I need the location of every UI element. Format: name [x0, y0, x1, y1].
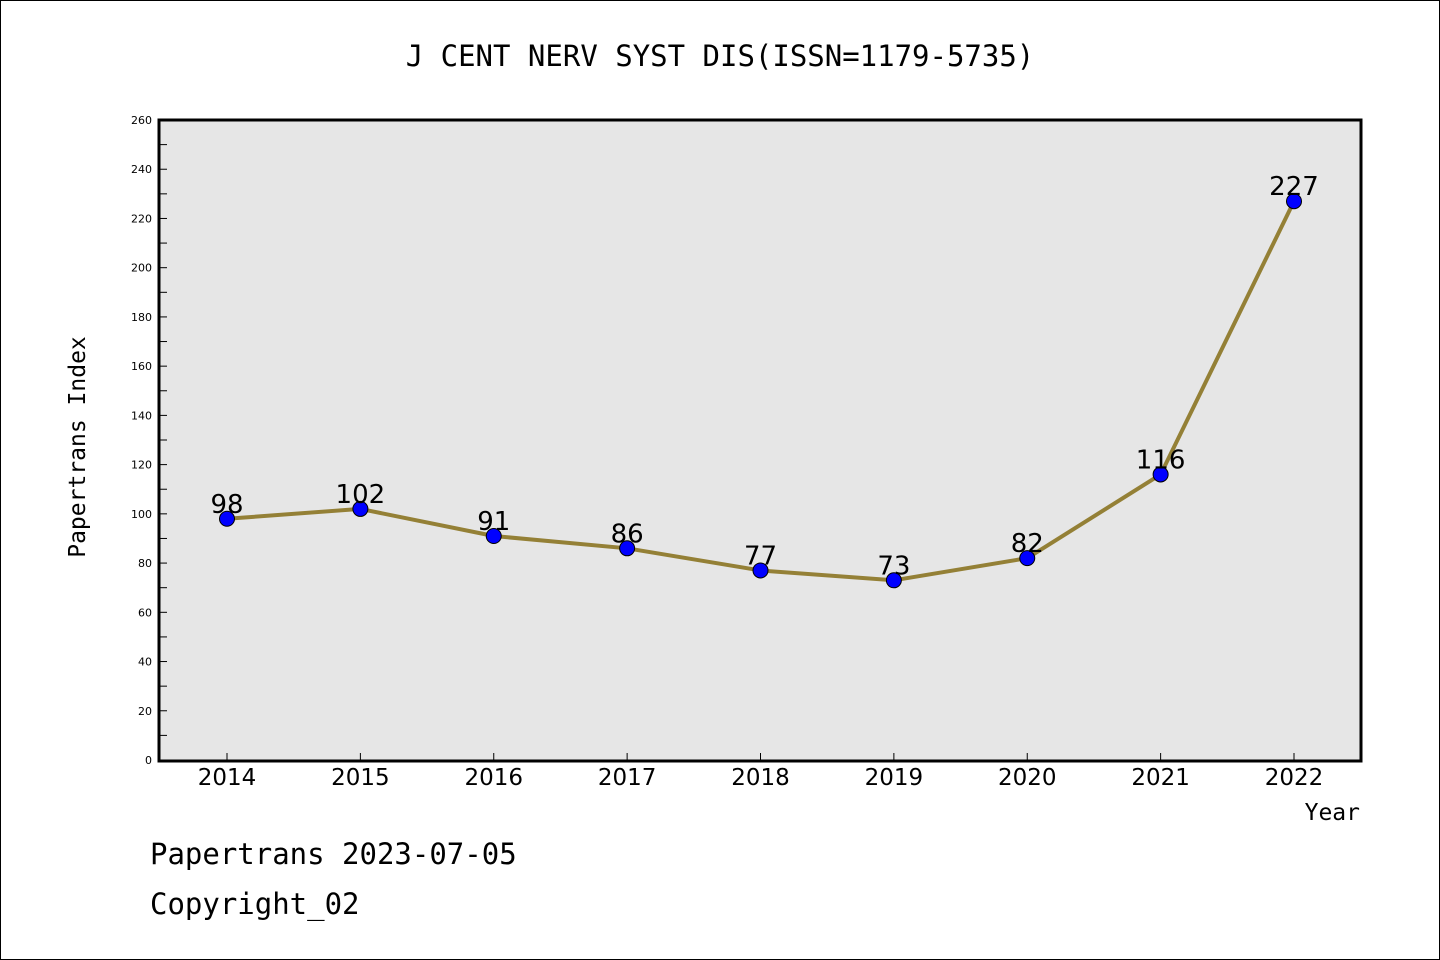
data-label: 227	[1269, 172, 1319, 202]
y-tick-label: 240	[131, 163, 152, 176]
x-tick-label: 2019	[865, 765, 924, 791]
plot-area	[157, 118, 1363, 763]
y-tick-label: 100	[131, 508, 152, 521]
data-point	[219, 510, 235, 527]
data-label: 77	[744, 541, 777, 571]
y-tick-label: 120	[131, 459, 152, 472]
data-label: 102	[336, 480, 386, 510]
y-tick-label: 220	[131, 212, 152, 225]
y-tick-label: 0	[145, 754, 152, 767]
y-tick-label: 180	[131, 311, 152, 324]
data-point	[485, 528, 502, 544]
y-tick-label: 80	[138, 557, 152, 570]
chart-title: J CENT NERV SYST DIS(ISSN=1179-5735)	[406, 39, 1035, 73]
data-labels: 98 102 91 86 77 73 82 116 227	[210, 172, 1318, 581]
y-tick-label: 40	[138, 656, 152, 669]
x-axis: 2014 2015 2016 2017 2018 2019 2020 2021 2022	[198, 753, 1324, 791]
data-point	[1019, 550, 1036, 567]
x-tick-label: 2014	[198, 765, 257, 791]
data-label: 98	[210, 490, 243, 520]
data-point	[1152, 466, 1169, 483]
x-tick-label: 2022	[1265, 765, 1324, 791]
footer-copyright: Copyright_02	[150, 887, 360, 922]
data-label: 82	[1011, 529, 1044, 559]
x-axis-label: Year	[1305, 800, 1360, 826]
x-tick-label: 2020	[998, 765, 1057, 791]
y-tick-label: 60	[138, 606, 152, 619]
y-axis-label: Papertrans Index	[65, 336, 91, 558]
data-label: 116	[1136, 445, 1186, 475]
data-point	[752, 562, 769, 579]
y-tick-label: 140	[131, 409, 152, 422]
data-label: 86	[611, 519, 644, 549]
data-point	[885, 572, 902, 589]
y-tick-label: 20	[138, 705, 152, 718]
data-point	[619, 540, 636, 557]
y-axis: 0 20 40 60 80 100 120 140 160 180 200 220 240 260	[131, 114, 167, 767]
x-tick-label: 2016	[464, 765, 523, 791]
data-label: 91	[477, 507, 510, 537]
x-tick-label: 2021	[1131, 765, 1190, 791]
data-point	[1286, 193, 1302, 210]
x-tick-label: 2017	[598, 765, 657, 791]
footer-source: Papertrans 2023-07-05	[150, 837, 517, 871]
x-tick-label: 2015	[331, 765, 390, 791]
x-tick-label: 2018	[731, 765, 790, 791]
data-label: 73	[877, 551, 910, 581]
series-markers	[219, 193, 1302, 589]
y-tick-label: 260	[131, 114, 152, 127]
y-tick-label: 160	[131, 360, 152, 373]
data-point	[352, 500, 369, 517]
y-tick-label: 200	[131, 262, 152, 275]
